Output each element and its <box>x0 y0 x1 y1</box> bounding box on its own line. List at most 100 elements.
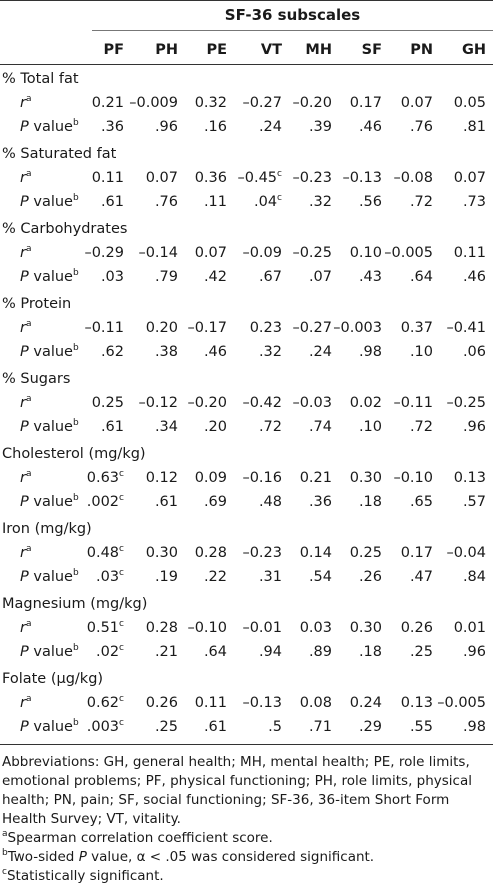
cell-value: .71 <box>308 719 332 735</box>
p-symbol: P <box>20 719 29 735</box>
cell-value: .81 <box>462 119 486 135</box>
cell-value: .42 <box>203 269 227 285</box>
cell-mh: 0.14 <box>272 541 332 565</box>
r-row: ra 0.21 –0.009 0.32 –0.27 –0.20 0.17 0.07 0.05 <box>0 91 493 115</box>
cell-gh: .84 <box>426 565 486 589</box>
cell-pf: .03 <box>64 265 124 289</box>
r-label: ra <box>20 391 31 415</box>
column-header-gh: GH <box>461 42 486 58</box>
cell-value: .67 <box>258 269 282 285</box>
cell-value: .55 <box>409 719 433 735</box>
cell-pf: 0.51c <box>64 616 124 640</box>
cell-value: .34 <box>154 419 178 435</box>
r-row: ra 0.48c 0.30 0.28 –0.23 0.14 0.25 0.17 –0.04 <box>0 541 493 565</box>
cell-pe: 0.36 <box>167 166 227 190</box>
cell-value: –0.01 <box>242 620 282 636</box>
cell-value: .72 <box>409 419 433 435</box>
cell-gh: –0.005 <box>426 691 486 715</box>
cell-value: 0.36 <box>194 170 227 186</box>
cell-mh: .24 <box>272 340 332 364</box>
cell-pn: .47 <box>373 565 433 589</box>
cell-pe: 0.28 <box>167 541 227 565</box>
p-value-label: P valueb <box>20 490 79 514</box>
cell-pf: .003c <box>64 715 124 739</box>
cell-value: –0.23 <box>242 545 282 561</box>
table-bottom-rule <box>0 744 493 745</box>
cell-value: 0.03 <box>299 620 332 636</box>
cell-value: –0.25 <box>292 245 332 261</box>
significance-mark: c <box>277 193 282 203</box>
cell-mh: 0.21 <box>272 466 332 490</box>
cell-ph: .79 <box>118 265 178 289</box>
cell-vt: –0.09 <box>222 241 282 265</box>
cell-value: .10 <box>358 419 382 435</box>
cell-value: –0.005 <box>384 245 433 261</box>
r-symbol: r <box>20 95 26 111</box>
section-row: % Saturated fat <box>0 142 493 166</box>
r-row: ra 0.51c 0.28 –0.10 –0.01 0.03 0.30 0.26 0.01 <box>0 616 493 640</box>
cell-pn: 0.37 <box>373 316 433 340</box>
cell-value: –0.17 <box>187 320 227 336</box>
cell-value: 0.62 <box>86 695 120 711</box>
footnote-b-mark: b <box>2 848 8 858</box>
cell-value: .29 <box>358 719 382 735</box>
cell-pn: .72 <box>373 415 433 439</box>
r-mark: a <box>25 469 32 479</box>
section-label: % Sugars <box>2 371 71 387</box>
cell-value: .84 <box>462 569 486 585</box>
cell-gh: –0.41 <box>426 316 486 340</box>
cell-value: 0.05 <box>453 95 486 111</box>
cell-vt: .04c <box>222 190 282 214</box>
cell-value: 0.12 <box>145 470 178 486</box>
cell-value: –0.27 <box>242 95 282 111</box>
cell-value: 0.13 <box>400 695 433 711</box>
cell-value: .36 <box>308 494 332 510</box>
cell-pe: .42 <box>167 265 227 289</box>
section-label: Magnesium (mg/kg) <box>2 596 148 612</box>
column-header-mh: MH <box>305 42 332 58</box>
cell-value: .79 <box>154 269 178 285</box>
cell-pf: 0.21 <box>64 91 124 115</box>
cell-value: 0.21 <box>91 95 124 111</box>
cell-value: 0.32 <box>194 95 227 111</box>
cell-value: –0.04 <box>446 545 486 561</box>
p-value-label: P valueb <box>20 415 79 439</box>
cell-mh: –0.27 <box>272 316 332 340</box>
cell-value: .89 <box>308 644 332 660</box>
cell-value: –0.23 <box>292 170 332 186</box>
cell-value: .76 <box>409 119 433 135</box>
cell-ph: .34 <box>118 415 178 439</box>
column-header-pe: PE <box>206 42 227 58</box>
r-symbol: r <box>20 545 26 561</box>
cell-sf: 0.25 <box>322 541 382 565</box>
cell-gh: 0.07 <box>426 166 486 190</box>
cell-gh: .81 <box>426 115 486 139</box>
cell-mh: .74 <box>272 415 332 439</box>
p-mark: b <box>72 268 79 278</box>
cell-value: –0.20 <box>187 395 227 411</box>
cell-ph: –0.009 <box>118 91 178 115</box>
cell-pe: .22 <box>167 565 227 589</box>
cell-value: 0.02 <box>349 395 382 411</box>
cell-value: –0.11 <box>84 320 124 336</box>
cell-pf: .002c <box>64 490 124 514</box>
cell-gh: .96 <box>426 640 486 664</box>
cell-value: .22 <box>203 569 227 585</box>
section-label: % Total fat <box>2 71 79 87</box>
cell-value: .46 <box>462 269 486 285</box>
p-mark: b <box>72 418 79 428</box>
cell-value: 0.10 <box>349 245 382 261</box>
cell-value: .72 <box>409 194 433 210</box>
cell-sf: .56 <box>322 190 382 214</box>
cell-mh: .54 <box>272 565 332 589</box>
r-symbol: r <box>20 245 26 261</box>
cell-value: .32 <box>258 344 282 360</box>
cell-pn: .25 <box>373 640 433 664</box>
p-value-word: value <box>28 269 73 285</box>
significance-mark: c <box>119 544 124 554</box>
cell-pe: .11 <box>167 190 227 214</box>
cell-mh: –0.20 <box>272 91 332 115</box>
cell-mh: –0.23 <box>272 166 332 190</box>
p-value-row: P valueb .36 .96 .16 .24 .39 .46 .76 .81 <box>0 115 493 139</box>
cell-pf: 0.63c <box>64 466 124 490</box>
